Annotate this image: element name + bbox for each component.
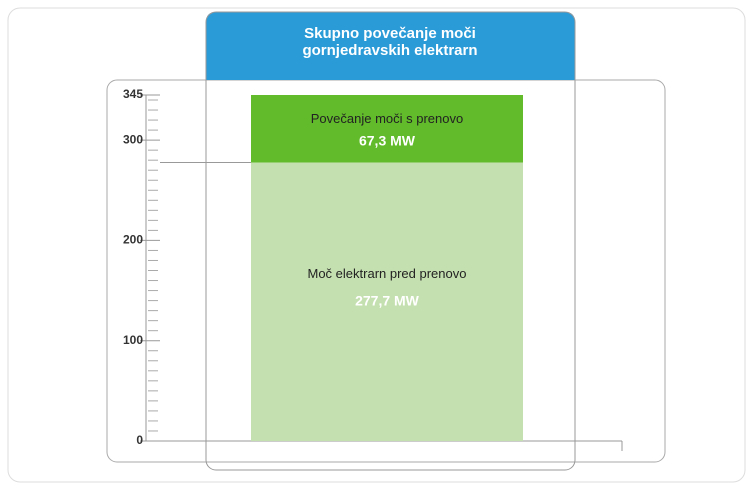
y-tick-label: 200 (123, 233, 143, 247)
bar-segment (251, 162, 523, 442)
segment-name: Povečanje moči s prenovo (311, 111, 463, 126)
y-tick-label: 300 (123, 132, 143, 146)
y-tick-label: 0 (136, 433, 143, 447)
title-box (206, 12, 575, 80)
y-tick-label: 100 (123, 333, 143, 347)
bar-segment (251, 95, 523, 163)
chart-title: Skupno povečanje moči gornjedravskih elek… (302, 25, 477, 59)
segment-name: Moč elektrarn pred prenovo (308, 266, 467, 281)
value-label: 277,7 MW (355, 292, 420, 308)
title-frame (205, 11, 576, 471)
y-tick-label: 345 (123, 87, 143, 101)
value-label: 67,3 MW (359, 132, 416, 148)
